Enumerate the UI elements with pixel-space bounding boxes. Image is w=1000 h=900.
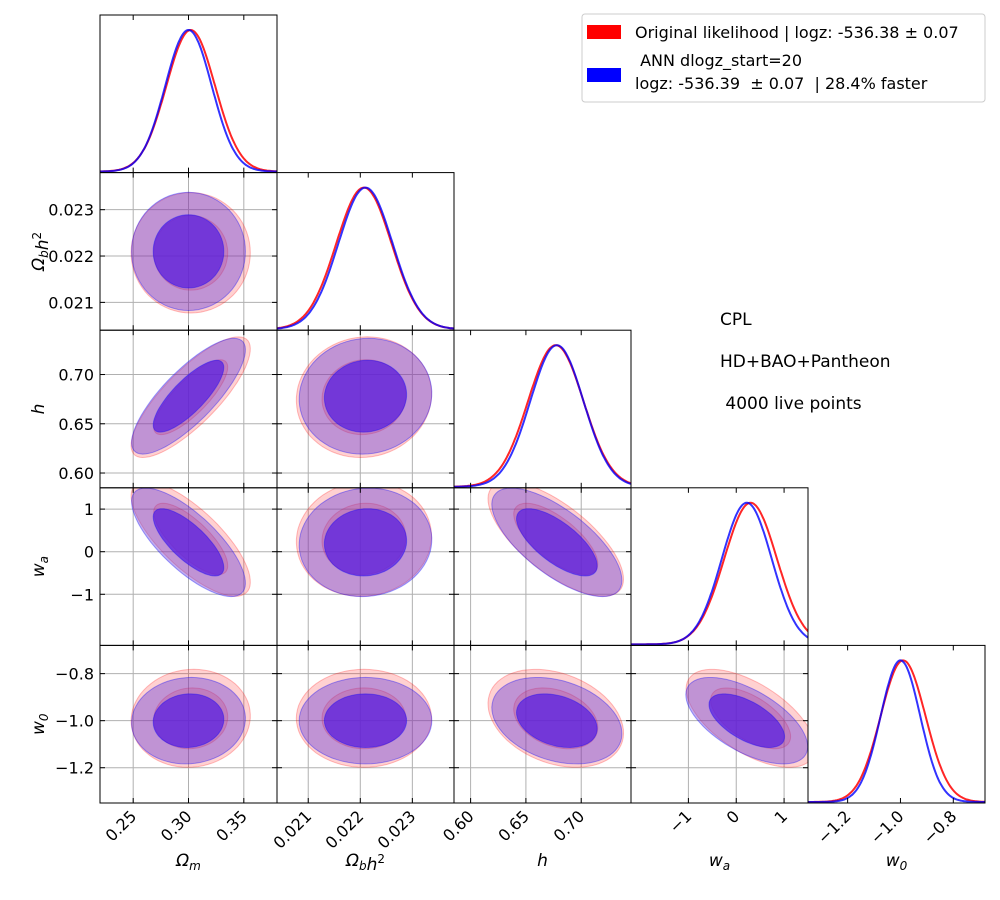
contour-68-ann bbox=[515, 693, 598, 749]
panel-h-obh2 bbox=[276, 329, 455, 489]
x-tick-label-wa: 0 bbox=[723, 807, 744, 828]
legend-swatch-ann bbox=[587, 68, 621, 82]
y-axis-label-obh2: Ωbh2 bbox=[29, 232, 53, 272]
panel-om-om bbox=[99, 14, 278, 174]
marginal-curve-obh2-series-0 bbox=[277, 186, 454, 330]
panel-w0-wa: −1 0 1 bbox=[630, 644, 809, 837]
x-axis-label-om: Ωm bbox=[175, 851, 201, 873]
x-tick-label-h: 0.65 bbox=[494, 807, 533, 846]
live-points-annotation: 4000 live points bbox=[720, 394, 862, 414]
marginal-curve-w0-series-1 bbox=[808, 659, 985, 803]
panel-wa-obh2 bbox=[276, 487, 455, 646]
y-axis-label-wa: wa bbox=[29, 556, 51, 577]
axis-labels: Ωm Ωbh2 Ωbh2 h h wa wa w0 w0 bbox=[29, 232, 908, 875]
y-tick-label-w0: −0.8 bbox=[55, 665, 94, 684]
x-tick-label-om: 0.25 bbox=[102, 807, 141, 846]
y-tick-label-obh2: 0.023 bbox=[48, 201, 94, 220]
panel-obh2-om: 0.021 0.022 0.023 bbox=[48, 172, 278, 331]
panel-wa-wa bbox=[630, 487, 809, 646]
datasets-annotation: HD+BAO+Pantheon bbox=[720, 352, 891, 372]
y-tick-label-obh2: 0.022 bbox=[48, 247, 94, 266]
panel-frame bbox=[453, 329, 632, 489]
panel-w0-om: 0.25 0.30 0.35 −1.2 −1.0 −0.8 bbox=[55, 644, 278, 846]
x-tick-label-w0: −1.0 bbox=[867, 807, 908, 848]
run-annotations: CPL HD+BAO+Pantheon 4000 live points bbox=[720, 310, 891, 414]
marginal-curve-obh2-series-1 bbox=[277, 186, 454, 330]
contour-68-ann bbox=[708, 693, 786, 748]
panel-wa-om: −1 0 1 bbox=[70, 487, 278, 646]
x-tick-label-om: 0.30 bbox=[157, 807, 196, 846]
panel-frame bbox=[99, 14, 278, 174]
legend-frame bbox=[581, 13, 986, 103]
y-tick-label-h: 0.70 bbox=[58, 366, 94, 385]
panel-w0-w0: −1.2 −1.0 −0.8 bbox=[807, 644, 986, 848]
legend-swatch-original bbox=[587, 25, 621, 39]
marginal-curve-om-series-0 bbox=[100, 28, 277, 173]
contour-68-ann bbox=[323, 359, 408, 433]
x-axis-label-wa: wa bbox=[709, 851, 730, 873]
contour-68-ann bbox=[515, 508, 598, 577]
x-tick-label-obh2: 0.022 bbox=[322, 807, 368, 853]
panel-w0-obh2: 0.021 0.022 0.023 bbox=[269, 644, 455, 853]
x-tick-label-obh2: 0.021 bbox=[269, 807, 315, 853]
model-annotation: CPL bbox=[720, 310, 752, 330]
y-axis-label-w0: w0 bbox=[29, 713, 51, 735]
x-axis-label-w0: w0 bbox=[886, 851, 908, 873]
contour-68-ann bbox=[323, 508, 408, 577]
y-tick-label-w0: −1.0 bbox=[55, 712, 94, 731]
contour-68-ann bbox=[152, 359, 225, 433]
x-tick-label-h: 0.70 bbox=[550, 807, 589, 846]
panel-h-om: 0.60 0.65 0.70 bbox=[58, 329, 278, 489]
legend: Original likelihood | logz: -536.38 ± 0.… bbox=[581, 13, 986, 103]
marginal-curve-w0-series-0 bbox=[808, 659, 985, 803]
contour-68-ann bbox=[152, 214, 225, 289]
x-tick-label-w0: −1.2 bbox=[814, 807, 855, 848]
contour-68-ann bbox=[152, 693, 225, 749]
x-axis-label-obh2: Ωbh2 bbox=[345, 851, 385, 875]
marginal-curve-wa-series-1 bbox=[631, 501, 808, 646]
legend-label-original: Original likelihood | logz: -536.38 ± 0.… bbox=[635, 23, 959, 42]
x-tick-label-wa: 1 bbox=[771, 807, 792, 828]
legend-label-ann-line1: ANN dlogz_start=20 bbox=[635, 51, 802, 71]
y-tick-label-h: 0.65 bbox=[58, 415, 94, 434]
panel-obh2-obh2 bbox=[276, 172, 455, 331]
x-tick-label-w0: −0.8 bbox=[919, 807, 960, 848]
legend-label-ann-line2: logz: -536.39 ± 0.07 | 28.4% faster bbox=[635, 74, 928, 93]
x-tick-label-wa: −1 bbox=[665, 807, 695, 837]
panel-frame bbox=[807, 644, 986, 804]
y-tick-label-w0: −1.2 bbox=[55, 759, 94, 778]
y-tick-label-wa: −1 bbox=[70, 585, 94, 604]
y-axis-label-h: h bbox=[29, 404, 49, 415]
panel-frame bbox=[276, 172, 455, 331]
y-tick-label-obh2: 0.021 bbox=[48, 293, 94, 312]
contour-68-ann bbox=[323, 693, 408, 749]
marginal-curve-wa-series-0 bbox=[631, 501, 808, 646]
x-axis-label-h: h bbox=[537, 851, 548, 871]
x-tick-label-obh2: 0.023 bbox=[374, 807, 420, 853]
x-tick-label-om: 0.35 bbox=[212, 807, 251, 846]
y-tick-label-wa: 1 bbox=[84, 500, 94, 519]
y-tick-label-h: 0.60 bbox=[58, 464, 94, 483]
x-tick-label-h: 0.60 bbox=[439, 807, 478, 846]
marginal-curve-om-series-1 bbox=[100, 28, 277, 173]
contour-68-ann bbox=[152, 508, 225, 577]
panel-w0-h: 0.60 0.65 0.70 bbox=[439, 644, 632, 846]
marginal-curve-h-series-1 bbox=[454, 344, 631, 488]
y-tick-label-wa: 0 bbox=[84, 543, 94, 562]
panel-h-h bbox=[453, 329, 632, 489]
panel-wa-h bbox=[453, 487, 632, 646]
